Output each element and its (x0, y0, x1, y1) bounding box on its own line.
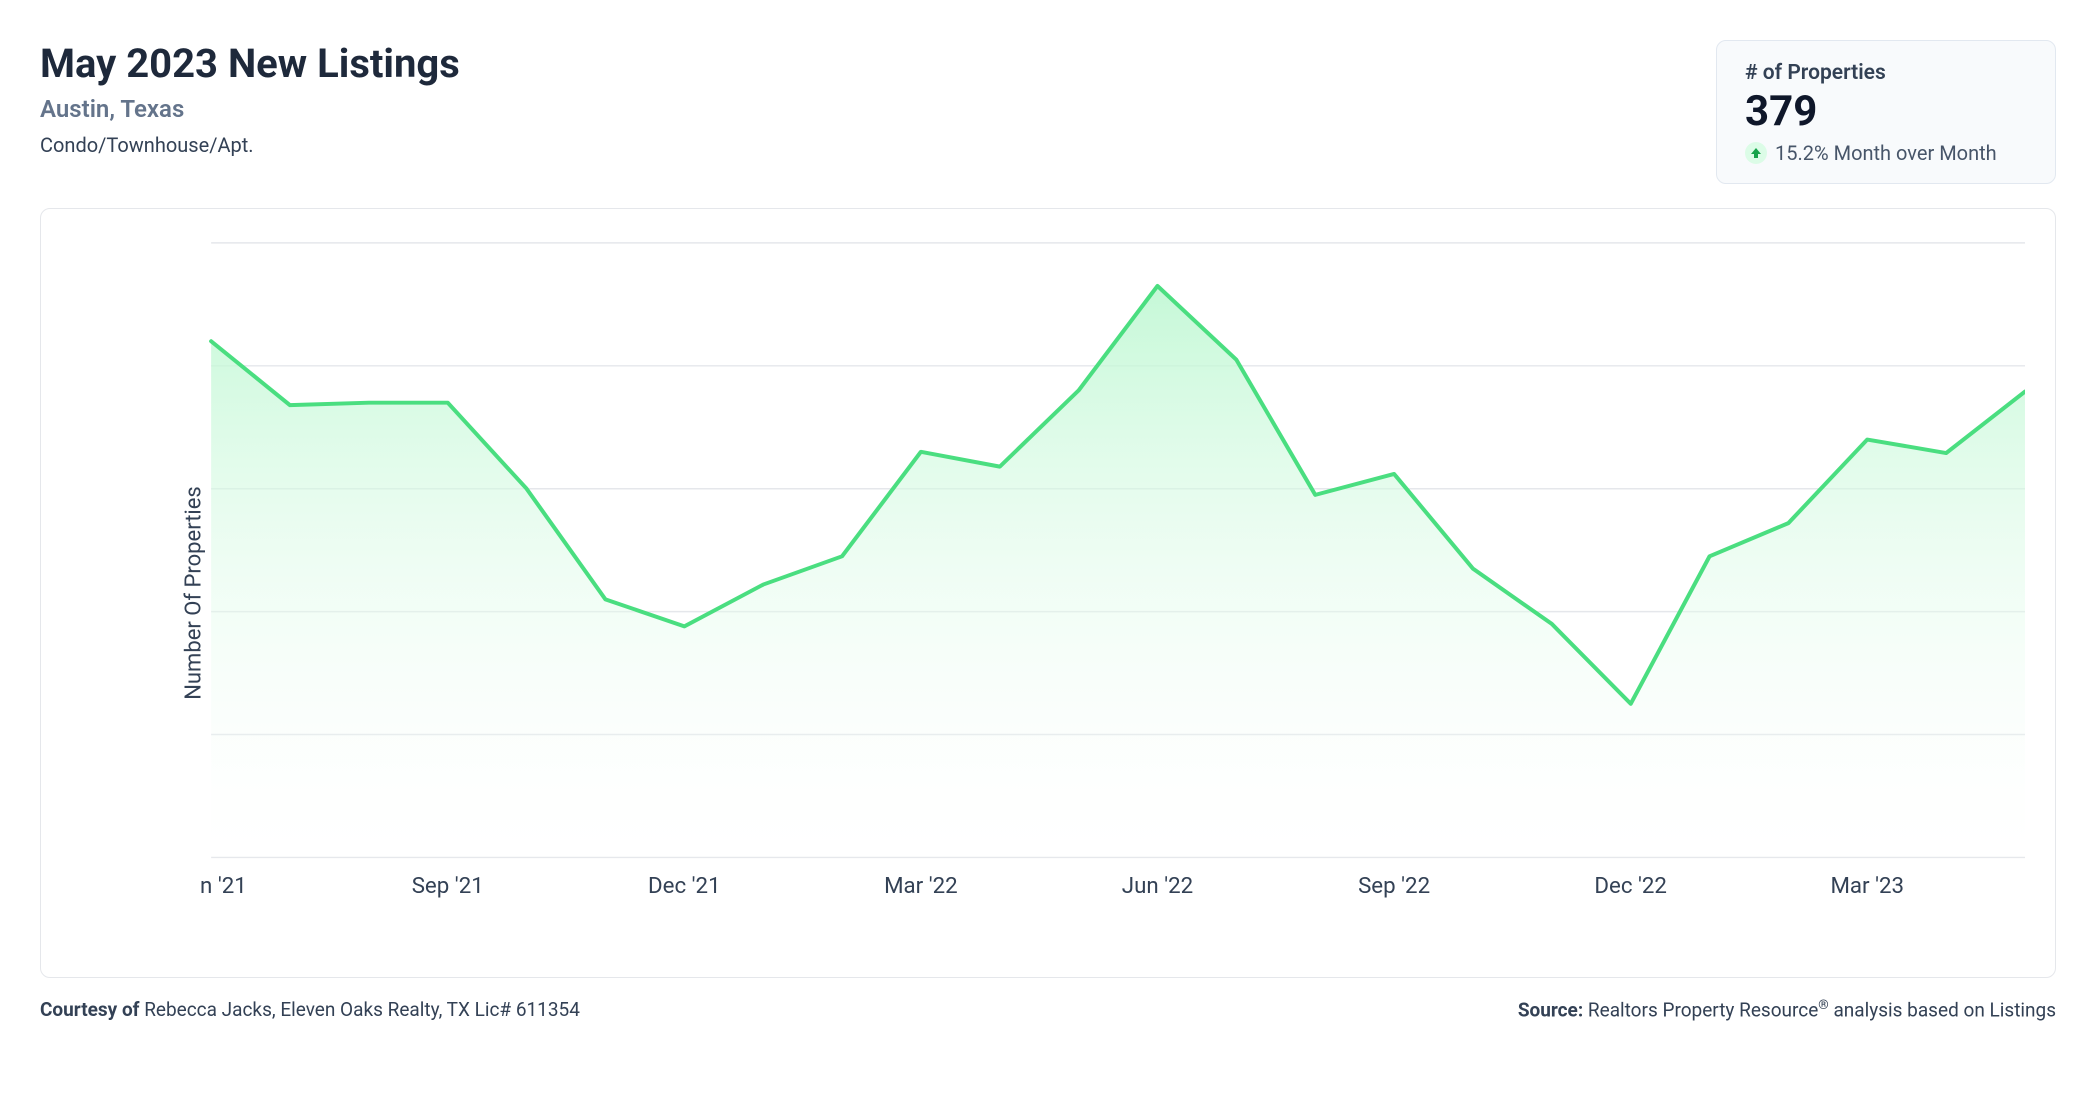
x-tick-label: Dec '22 (1594, 875, 1667, 900)
arrow-up-icon (1745, 142, 1767, 164)
header-row: May 2023 New Listings Austin, Texas Cond… (40, 40, 2056, 184)
stat-value: 379 (1745, 89, 2019, 135)
x-tick-label: Sep '21 (412, 875, 484, 900)
page-title: May 2023 New Listings (40, 40, 1716, 87)
x-tick-label: Jun '22 (1122, 875, 1193, 900)
source-body-a: Realtors Property Resource (1588, 999, 1818, 1022)
registered-symbol: ® (1818, 998, 1828, 1013)
header-left: May 2023 New Listings Austin, Texas Cond… (40, 40, 1716, 157)
property-type-label: Condo/Townhouse/Apt. (40, 133, 1716, 157)
x-tick-label: Jun '21 (201, 875, 247, 900)
source-prefix: Source: (1518, 999, 1588, 1022)
chart-card: Number Of Properties 0100200300400500 Ju… (40, 208, 2056, 978)
x-tick-label: Mar '22 (884, 875, 958, 900)
source-body-b: analysis based on Listings (1829, 999, 2056, 1022)
stat-label: # of Properties (1745, 61, 2019, 85)
x-tick-label: Sep '22 (1358, 875, 1430, 900)
location-subtitle: Austin, Texas (40, 95, 1716, 123)
source-text: Source: Realtors Property Resource® anal… (1518, 998, 2056, 1021)
stat-change: 15.2% Month over Month (1745, 141, 2019, 165)
chart-svg: 0100200300400500 Jun '21Sep '21Dec '21Ma… (201, 233, 2025, 907)
courtesy-body: Rebecca Jacks, Eleven Oaks Realty, TX Li… (144, 998, 580, 1021)
stat-card: # of Properties 379 15.2% Month over Mon… (1716, 40, 2056, 184)
plot-area: 0100200300400500 Jun '21Sep '21Dec '21Ma… (201, 233, 2025, 907)
courtesy-prefix: Courtesy of (40, 998, 144, 1021)
x-tick-label: Dec '21 (648, 875, 721, 900)
x-tick-label: Mar '23 (1830, 875, 1904, 900)
stat-change-text: 15.2% Month over Month (1775, 141, 1997, 165)
courtesy-text: Courtesy of Rebecca Jacks, Eleven Oaks R… (40, 998, 580, 1021)
footer-row: Courtesy of Rebecca Jacks, Eleven Oaks R… (40, 998, 2056, 1021)
